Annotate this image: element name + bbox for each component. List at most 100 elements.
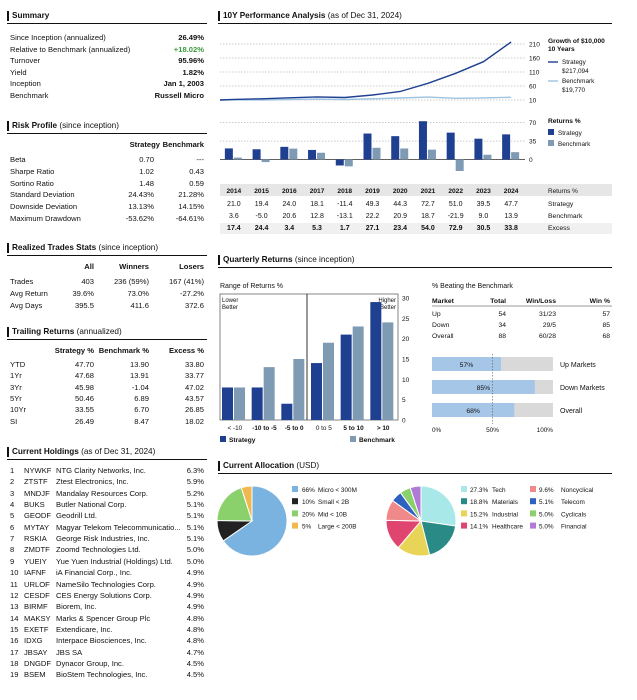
benchmark-return-bar: [372, 147, 381, 160]
summary-label: Turnover: [10, 56, 41, 66]
excess-row-background: [220, 223, 612, 234]
holding-name: Biorem, Inc.: [56, 602, 97, 612]
year-label: 2018: [337, 188, 352, 195]
benchmark-return-value: -13.1: [337, 213, 353, 220]
trades-label: Trades: [10, 277, 34, 286]
strategy-return-bar: [252, 149, 261, 160]
year-label: 2023: [476, 188, 491, 195]
holding-rank: 12: [10, 590, 19, 600]
benchmark-growth-line: [219, 96, 512, 101]
range-category-label: -10 to -5: [252, 425, 277, 432]
growth-tick-label: 10: [529, 98, 537, 105]
excess-return-value: 23.4: [393, 225, 407, 232]
risk-label: Sharpe Ratio: [10, 166, 55, 176]
excess-return-value: 24.4: [255, 225, 269, 232]
market-cap-slice: [222, 485, 288, 557]
holding-name: BioStem Technologies, Inc.: [56, 670, 148, 680]
holding-ticker: NYWKF: [24, 466, 52, 475]
beating-title: % Beating the Benchmark: [432, 283, 513, 290]
strategy-return-value: 21.0: [227, 201, 241, 208]
risk-benchmark-value: -64.61%: [175, 214, 204, 223]
beating-win-pct: 68: [602, 333, 610, 340]
trades-label: Avg Days: [10, 300, 43, 310]
range-category-label: < -10: [227, 425, 242, 432]
holding-row: 5 GEODF Geodrill Ltd. 5.1%: [10, 511, 204, 522]
beating-bar-label: 57%: [460, 362, 474, 369]
returns-tick-label: 70: [529, 120, 537, 127]
benchmark-growth-value: $19,770: [562, 87, 586, 94]
strategy-return-value: -11.4: [337, 201, 353, 208]
benchmark-return-value: 13.9: [504, 213, 518, 220]
trailing-row: 5Yr 50.46 6.89 43.57: [10, 394, 204, 405]
beating-bar-fill: [432, 403, 515, 417]
performance-title: 10Y Performance Analysis: [223, 11, 326, 20]
trades-winners-value: 236 (59%): [113, 277, 149, 286]
trades-losers-value: 167 (41%): [168, 277, 204, 286]
holding-ticker: BUKS: [24, 500, 45, 510]
beating-market: Up: [432, 311, 441, 318]
strategy-return-value: 47.7: [504, 201, 518, 208]
holding-rank: 6: [10, 522, 15, 532]
benchmark-return-bar: [400, 148, 409, 160]
range-tick-label: 0: [402, 418, 406, 425]
holding-name: Geodrill Ltd.: [56, 511, 97, 521]
market-cap-slice: [216, 487, 253, 522]
excess-row-label: Excess: [548, 225, 571, 232]
holding-row: 8 ZMDTF Zoomd Technologies Ltd. 5.0%: [10, 545, 204, 556]
holding-row: 17 JBSAY JBS SA 4.7%: [10, 648, 204, 659]
holding-ticker: EXETF: [24, 624, 49, 634]
holding-rank: 3: [10, 488, 15, 498]
beating-bar-name: Up Markets: [560, 362, 596, 369]
beating-axis-tick: 50%: [486, 427, 499, 434]
lower-better-label: Better: [222, 305, 238, 311]
holding-name: Butler National Corp.: [56, 500, 127, 510]
holding-ticker: MNDJF: [24, 488, 50, 498]
strategy-return-value: 39.5: [477, 201, 491, 208]
excess-return-value: 30.5: [477, 225, 491, 232]
summary-row: Benchmark Russell Micro: [10, 91, 204, 102]
holding-row: 16 IDXG Interpace Biosciences, Inc. 4.8%: [10, 636, 204, 647]
trailing-label: 1Yr: [10, 371, 22, 381]
market-cap-legend-pct: 66%: [302, 487, 315, 494]
risk-strategy-value: 1.02: [139, 166, 154, 176]
trades-losers-value: -27.2%: [179, 288, 204, 298]
trades-header-all: All: [84, 262, 94, 271]
range-tick-label: 25: [402, 316, 410, 323]
strategy-legend-label: Strategy: [562, 59, 587, 66]
benchmark-return-value: 3.6: [229, 213, 239, 220]
growth-tick-label: 60: [529, 84, 537, 91]
benchmark-return-value: -21.9: [448, 213, 464, 220]
holding-row: 14 MAKSY Marks & Spencer Group Plc 4.8%: [10, 614, 204, 625]
trailing-benchmark-value: 6.70: [134, 405, 149, 415]
beating-market: Down: [432, 322, 450, 329]
sector-legend-swatch: [530, 522, 536, 529]
holding-row: 2 ZTSTF Ztest Electronics, Inc. 5.9%: [10, 477, 204, 488]
range-chart-frame: [219, 293, 399, 421]
range-tick-label: 5: [402, 397, 406, 404]
sector-legend-label: Financial: [561, 524, 587, 531]
holding-row: 4 BUKS Butler National Corp. 5.1%: [10, 500, 204, 511]
holding-ticker: ZTSTF: [24, 477, 48, 487]
summary-row: Since Inception (annualized) 26.49%: [10, 33, 204, 44]
market-cap-legend-swatch: [292, 510, 298, 517]
holding-weight: 6.3%: [186, 466, 204, 475]
strategy-return-value: 44.3: [393, 201, 407, 208]
risk-strategy-value: 0.70: [139, 155, 154, 164]
strategy-return-value: 18.1: [310, 201, 324, 208]
holding-name: Yue Yuen Industrial (Holdings) Ltd.: [56, 556, 173, 566]
strategy-return-value: 51.0: [449, 201, 463, 208]
holding-rank: 10: [10, 568, 19, 578]
holding-weight: 4.9%: [186, 602, 204, 612]
trades-all-value: 395.5: [74, 300, 94, 310]
risk-strategy-value: 24.43%: [128, 190, 154, 200]
holding-rank: 5: [10, 511, 15, 521]
summary-value: 95.96%: [178, 56, 204, 66]
trailing-header-excess: Excess %: [168, 346, 204, 355]
sector-legend-label: Cyclicals: [561, 511, 586, 518]
allocation-subtitle: (USD): [296, 461, 320, 470]
beating-header: Win %: [590, 298, 610, 305]
trades-header-winners: Winners: [119, 262, 149, 271]
year-label: 2017: [310, 188, 325, 195]
range-category-label: > 10: [377, 425, 390, 432]
